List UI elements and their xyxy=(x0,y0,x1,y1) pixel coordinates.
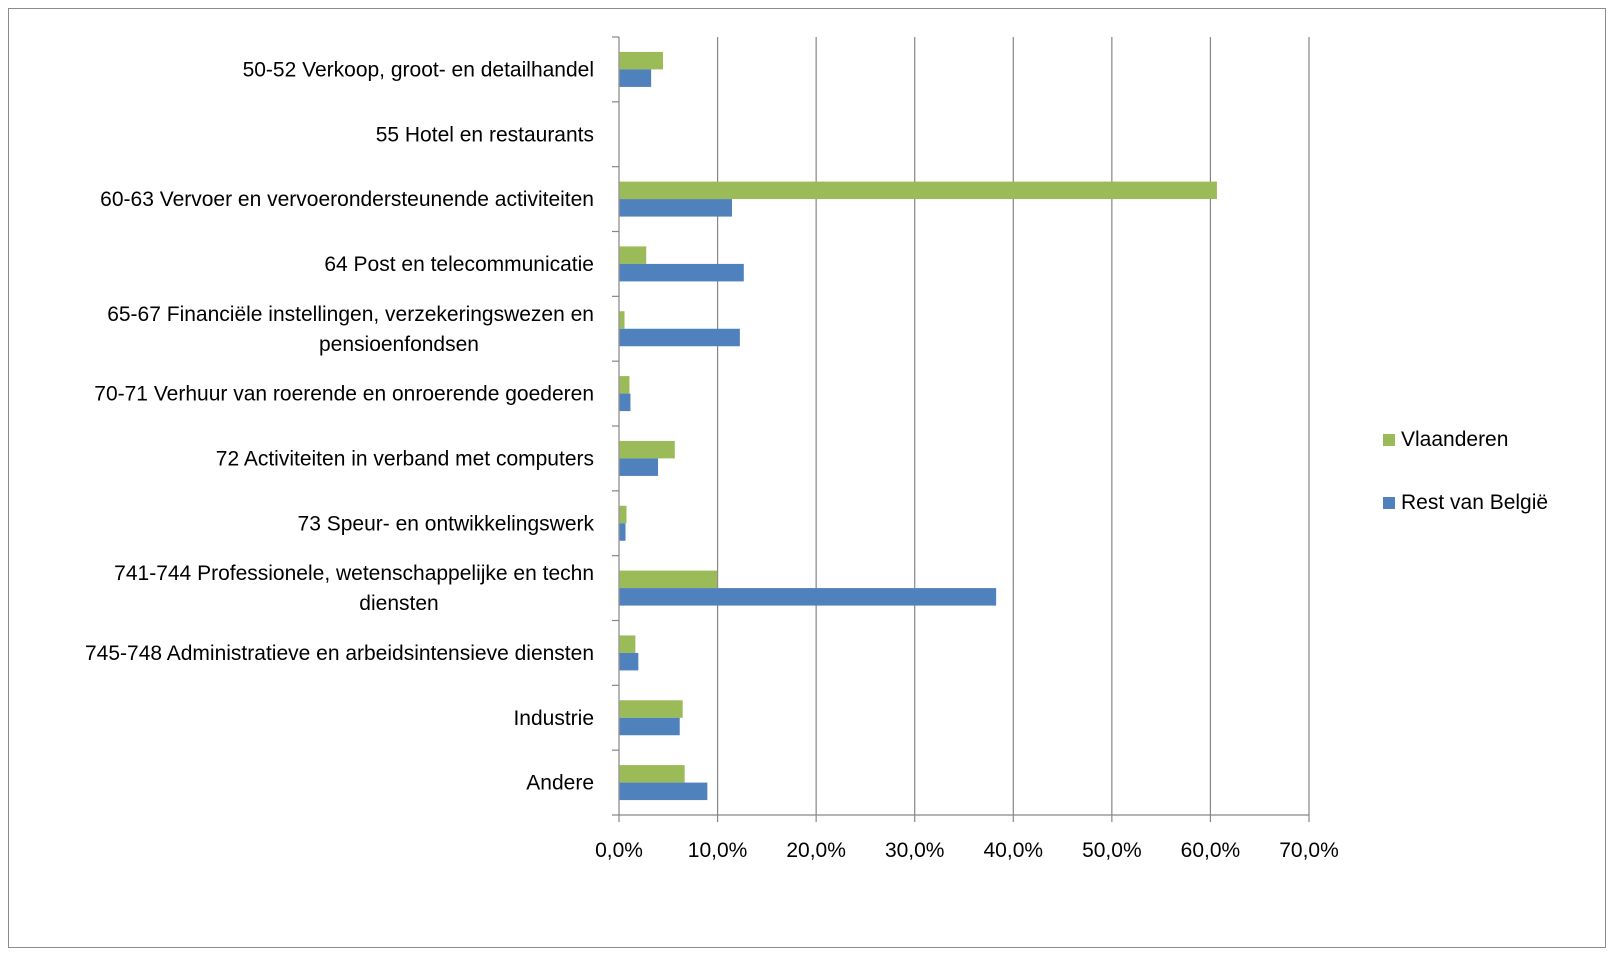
category-label: pensioenfondsen xyxy=(319,333,479,356)
bar-vlaanderen xyxy=(619,181,1217,200)
category-label: 72 Activiteiten in verband met computers xyxy=(216,447,594,470)
legend-label: Vlaanderen xyxy=(1401,428,1508,451)
bar-vlaanderen xyxy=(619,570,718,589)
bar-vlaanderen xyxy=(619,505,627,524)
bar-vlaanderen xyxy=(619,700,683,718)
bar-chart: 50-52 Verkoop, groot- en detailhandel 55 … xyxy=(85,36,1548,862)
bar-vlaanderen xyxy=(619,635,636,653)
bar-rest-van-belgie xyxy=(619,393,631,412)
gridlines xyxy=(716,37,1310,815)
category-label: 73 Speur- en ontwikkelingswerk xyxy=(298,512,595,535)
category-label: diensten xyxy=(359,592,438,615)
category-label: Industrie xyxy=(513,707,594,730)
category-label: 741-744 Professionele, wetenschappelijke… xyxy=(114,562,594,585)
x-tick-label: 60,0% xyxy=(1181,839,1241,862)
category-label: 64 Post en telecommunicatie xyxy=(324,253,594,276)
x-tick-label: 30,0% xyxy=(885,839,945,862)
bar-vlaanderen xyxy=(619,765,685,783)
x-tick-label: 70,0% xyxy=(1279,839,1339,862)
bars xyxy=(619,51,1217,801)
bar-rest-van-belgie xyxy=(619,717,680,736)
bar-rest-van-belgie xyxy=(619,69,652,87)
bar-vlaanderen xyxy=(619,440,675,459)
chart-frame: 50-52 Verkoop, groot- en detailhandel 55 … xyxy=(8,8,1606,948)
category-labels: 50-52 Verkoop, groot- en detailhandel 55 … xyxy=(85,58,594,794)
x-tick-label: 50,0% xyxy=(1082,839,1142,862)
x-tick-label: 20,0% xyxy=(786,839,846,862)
bar-rest-van-belgie xyxy=(619,588,997,606)
bar-rest-van-belgie xyxy=(619,263,744,282)
bar-rest-van-belgie xyxy=(619,328,740,347)
category-label: 55 Hotel en restaurants xyxy=(376,123,594,146)
bar-rest-van-belgie xyxy=(619,458,659,476)
x-tick-label: 40,0% xyxy=(984,839,1044,862)
bar-vlaanderen xyxy=(619,51,663,70)
category-label: 70-71 Verhuur van roerende en onroerende… xyxy=(94,383,594,406)
legend-swatch xyxy=(1383,434,1395,446)
x-tick-label: 0,0% xyxy=(595,839,643,862)
bar-vlaanderen xyxy=(619,246,647,264)
bar-rest-van-belgie xyxy=(619,523,626,541)
bar-vlaanderen xyxy=(619,376,630,394)
axes xyxy=(612,36,1310,822)
category-label: Andere xyxy=(526,772,594,795)
category-label: 65-67 Financiële instellingen, verzekeri… xyxy=(107,303,594,326)
category-label: 50-52 Verkoop, groot- en detailhandel xyxy=(243,58,594,81)
bar-rest-van-belgie xyxy=(619,652,639,671)
category-label: 60-63 Vervoer en vervoerondersteunende a… xyxy=(100,188,594,211)
legend-label: Rest van België xyxy=(1401,491,1548,514)
legend-swatch xyxy=(1383,497,1395,509)
x-tick-labels: 0,0% 10,0% 20,0% 30,0% 40,0% 50,0% 60,0% 70,0% xyxy=(595,839,1339,862)
bar-vlaanderen xyxy=(619,311,625,329)
category-label: 745-748 Administratieve en arbeidsintens… xyxy=(85,642,594,665)
bar-rest-van-belgie xyxy=(619,782,708,801)
x-tick-label: 10,0% xyxy=(688,839,748,862)
bar-rest-van-belgie xyxy=(619,199,732,217)
legend: Vlaanderen Rest van België xyxy=(1383,428,1548,514)
